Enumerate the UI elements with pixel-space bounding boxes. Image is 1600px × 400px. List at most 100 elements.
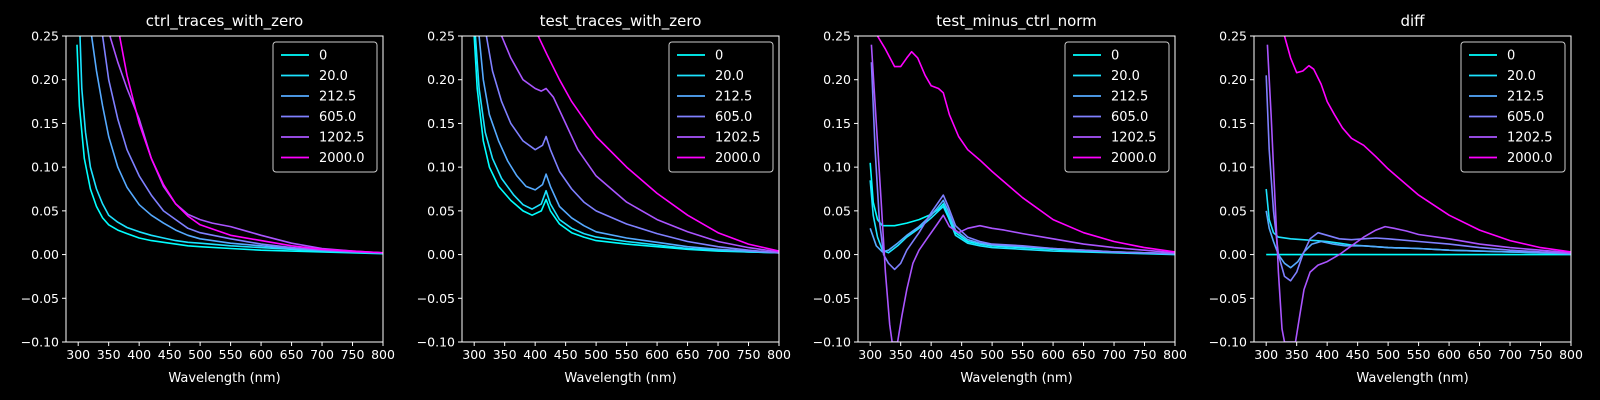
x-tick-label: 550 [1407, 347, 1431, 362]
x-tick-label: 450 [950, 347, 974, 362]
legend-entry: 1202.5 [715, 131, 761, 146]
y-tick-label: 0.15 [1219, 116, 1247, 131]
y-tick-label: −0.10 [1209, 335, 1247, 350]
legend-entry: 1202.5 [1111, 131, 1157, 146]
legend-entry: 212.5 [319, 90, 356, 105]
chart-title: diff [1400, 12, 1425, 30]
x-tick-label: 350 [493, 347, 517, 362]
y-tick-label: 0.00 [31, 247, 59, 262]
series-line-4 [870, 62, 1175, 271]
legend-entry: 212.5 [1111, 90, 1148, 105]
series-line-3 [478, 36, 779, 254]
y-tick-label: 0.10 [427, 160, 455, 175]
series-line-4 [101, 36, 383, 254]
series-line-5 [1266, 44, 1571, 342]
chart-title: test_minus_ctrl_norm [936, 12, 1097, 31]
x-tick-label: 300 [858, 347, 882, 362]
x-axis-label: Wavelength (nm) [1356, 371, 1468, 386]
axes-frame [857, 35, 1176, 343]
x-tick-label: 750 [1133, 347, 1157, 362]
y-tick-label: 0.15 [31, 116, 59, 131]
legend: 0 20.0 212.5 605.0 1202.5 2000.0 [668, 41, 774, 173]
y-tick-label: −0.05 [21, 291, 59, 306]
axes-frame [65, 35, 384, 343]
y-tick-label: −0.10 [417, 335, 455, 350]
series-line-1 [473, 36, 779, 254]
x-axis-label: Wavelength (nm) [960, 371, 1072, 386]
legend-box [1064, 41, 1170, 173]
legend-entry: 20.0 [319, 69, 348, 84]
series-line-6 [876, 36, 1175, 253]
y-tick-label: −0.05 [1209, 291, 1247, 306]
legend-entry: 0 [1507, 49, 1515, 64]
plot-area [76, 36, 383, 255]
series-line-1 [869, 162, 1175, 255]
legend-entry: 605.0 [1111, 110, 1148, 125]
x-tick-label: 750 [1529, 347, 1553, 362]
chart-title: ctrl_traces_with_zero [146, 12, 303, 31]
x-tick-label: 800 [371, 347, 395, 362]
y-tick-label: 0.20 [427, 72, 455, 87]
legend-entry: 212.5 [715, 90, 752, 105]
y-tick-label: 0.25 [427, 29, 455, 44]
x-tick-label: 450 [1346, 347, 1370, 362]
legend-entry: 212.5 [1507, 90, 1544, 105]
x-tick-label: 550 [1011, 347, 1035, 362]
legend-entry: 0 [1111, 49, 1119, 64]
legend-entry: 0 [319, 49, 327, 64]
x-tick-label: 800 [1559, 347, 1583, 362]
y-tick-label: 0.20 [823, 72, 851, 87]
y-tick-label: 0.15 [823, 116, 851, 131]
x-tick-label: 700 [310, 347, 334, 362]
legend-entry: 605.0 [715, 110, 752, 125]
x-tick-label: 800 [767, 347, 791, 362]
x-tick-label: 350 [889, 347, 913, 362]
y-tick-label: 0.20 [1219, 72, 1247, 87]
x-tick-label: 550 [219, 347, 243, 362]
y-tick-label: 0.25 [31, 29, 59, 44]
x-axis-label: Wavelength (nm) [564, 371, 676, 386]
legend: 0 20.0 212.5 605.0 1202.5 2000.0 [1460, 41, 1566, 173]
x-tick-label: 450 [158, 347, 182, 362]
x-tick-label: 350 [97, 347, 121, 362]
x-tick-label: 600 [1437, 347, 1461, 362]
y-tick-label: 0.05 [31, 203, 59, 218]
series-line-5 [870, 44, 1175, 342]
legend-box [272, 41, 378, 173]
legend-entry: 1202.5 [1507, 131, 1553, 146]
chart-panel-4: 300 350 400 450 500 550 600 650 700 750 800 −0.10 −0… [1209, 12, 1583, 386]
y-tick-label: 0.00 [427, 247, 455, 262]
x-tick-label: 650 [1072, 347, 1096, 362]
series-line-4 [1265, 75, 1571, 282]
x-tick-label: 550 [615, 347, 639, 362]
legend: 0 20.0 212.5 605.0 1202.5 2000.0 [272, 41, 378, 173]
y-tick-label: 0.25 [1219, 29, 1247, 44]
x-tick-label: 300 [462, 347, 486, 362]
x-tick-label: 500 [1376, 347, 1400, 362]
series-line-2 [474, 36, 779, 254]
legend: 0 20.0 212.5 605.0 1202.5 2000.0 [1064, 41, 1170, 173]
series-line-1 [76, 44, 383, 255]
legend-entry: 0 [715, 49, 723, 64]
y-tick-label: 0.10 [1219, 160, 1247, 175]
legend-box [1460, 41, 1566, 173]
x-tick-label: 400 [1315, 347, 1339, 362]
x-tick-label: 650 [280, 347, 304, 362]
legend-entry: 20.0 [1111, 69, 1140, 84]
y-tick-label: 0.10 [31, 160, 59, 175]
series-line-6 [537, 36, 779, 252]
y-tick-label: 0.15 [427, 116, 455, 131]
x-tick-label: 650 [676, 347, 700, 362]
chart-panel-2: 300 350 400 450 500 550 600 650 700 750 800 −0.10 −0… [417, 12, 791, 386]
chart-title: test_traces_with_zero [540, 12, 702, 31]
x-axis-label: Wavelength (nm) [168, 371, 280, 386]
x-tick-label: 400 [523, 347, 547, 362]
x-tick-label: 400 [127, 347, 151, 362]
chart-panel-1: 300 350 400 450 500 550 600 650 700 750 800 −0.10 −0… [21, 12, 395, 386]
y-tick-label: 0.25 [823, 29, 851, 44]
x-tick-label: 700 [1102, 347, 1126, 362]
x-tick-label: 750 [737, 347, 761, 362]
y-tick-label: −0.05 [813, 291, 851, 306]
series-line-6 [118, 36, 383, 254]
